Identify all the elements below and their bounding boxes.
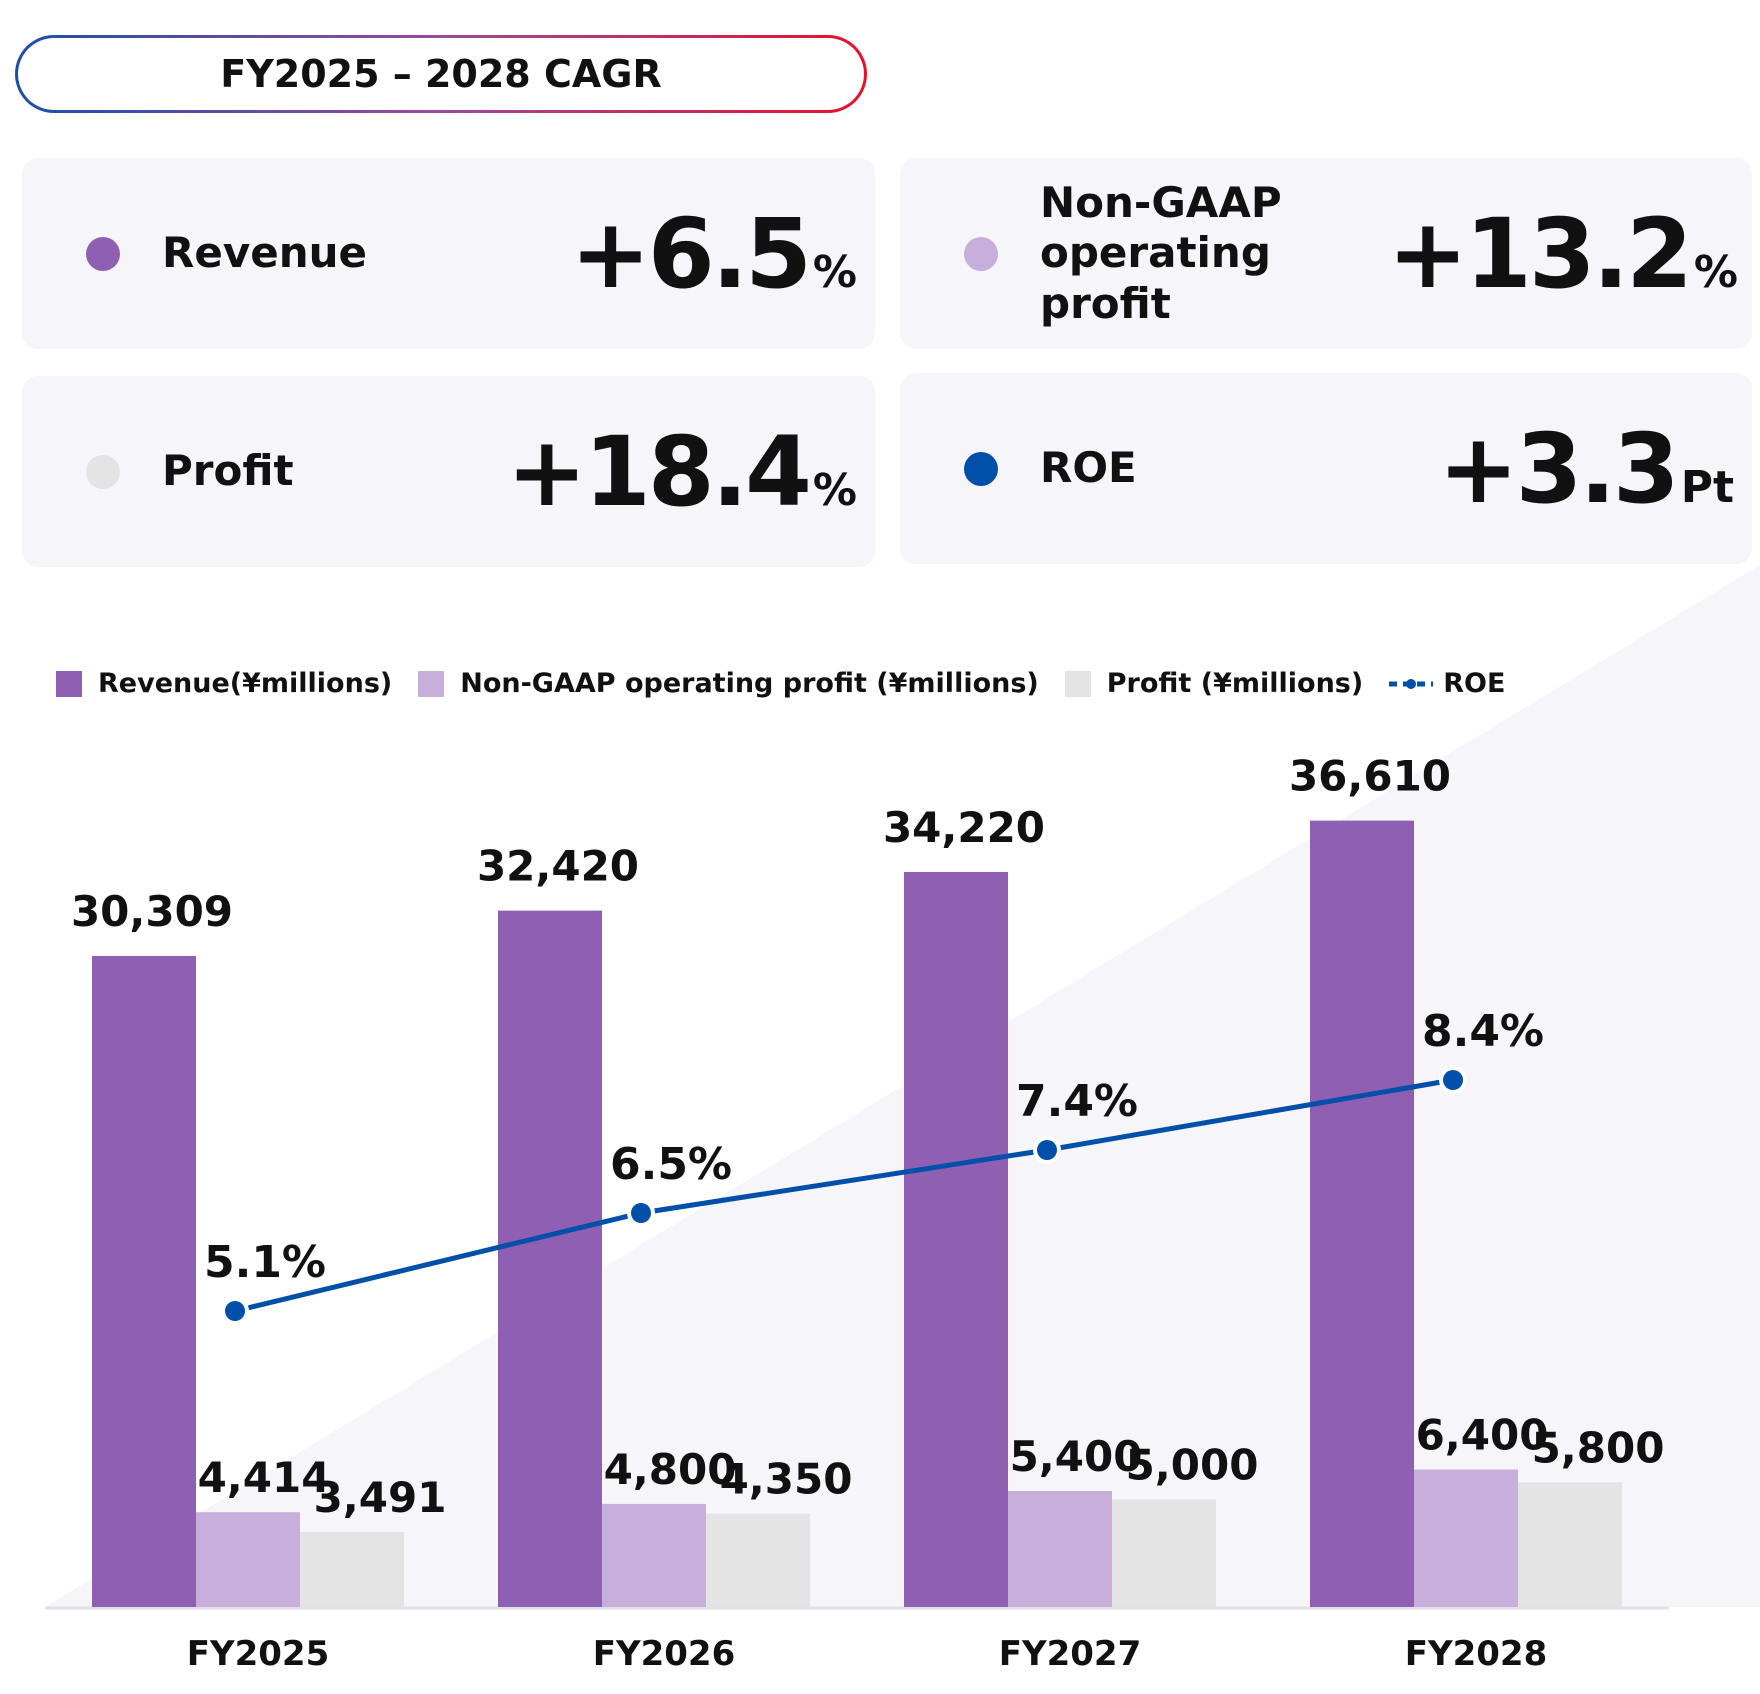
revenue-bar-label: 32,420 [477,842,639,891]
legend-item-roe: ROE [1389,668,1505,699]
non-gaap-bar [196,1512,300,1607]
card-value: +13.2% [1387,197,1738,310]
legend-swatch [1064,670,1091,697]
revenue-bar [904,871,1008,1607]
revenue-bar-label: 34,220 [883,803,1045,852]
cagr-title: FY2025 – 2028 CAGR [15,35,867,113]
roe-point [225,1301,245,1321]
x-tick-label: FY2026 [593,1634,735,1674]
card-non-gaap: Non-GAAP operating profit +13.2% [900,158,1752,349]
card-label: Revenue [162,228,367,278]
roe-label: 6.5% [610,1139,732,1190]
revenue-bar-label: 36,610 [1289,752,1451,801]
card-value: +18.4% [506,415,857,528]
profit-bar-label: 4,350 [720,1455,853,1504]
legend-line-dot-icon [1389,678,1434,689]
non-gaap-bar [602,1503,706,1607]
roe-dot-icon [964,451,998,486]
legend-item-revenue: Revenue(¥millions) [56,668,392,699]
x-tick-label: FY2025 [187,1634,329,1674]
profit-bar [300,1532,404,1607]
roe-label: 8.4% [1422,1006,1544,1057]
non-gaap-bar-label: 6,400 [1416,1411,1549,1460]
legend-swatch [418,670,445,697]
card-roe: ROE +3.3Pt [900,373,1752,564]
roe-label: 7.4% [1016,1076,1138,1127]
non-gaap-bar [1008,1491,1112,1607]
roe-label: 5.1% [204,1237,326,1288]
x-tick-label: FY2028 [1405,1634,1547,1674]
non-gaap-bar-label: 5,400 [1010,1432,1143,1481]
card-revenue: Revenue +6.5% [22,158,875,349]
roe-point [1037,1140,1057,1160]
non-gaap-dot-icon [964,236,998,271]
profit-bar [1112,1499,1216,1607]
non-gaap-bar-label: 4,414 [198,1453,331,1502]
profit-bar-label: 5,800 [1532,1423,1665,1472]
legend-item-profit: Profit (¥millions) [1064,668,1363,699]
roe-point [1443,1070,1463,1090]
profit-bar [706,1513,810,1607]
revenue-bar [92,955,196,1607]
legend-swatch [56,670,82,697]
card-value: +6.5% [570,197,857,310]
roe-point [631,1203,651,1223]
non-gaap-bar-label: 4,800 [604,1445,737,1494]
card-profit: Profit +18.4% [22,376,875,567]
revenue-bar [498,910,602,1607]
non-gaap-bar [1414,1469,1518,1607]
x-tick-label: FY2027 [999,1634,1141,1674]
profit-bar-label: 3,491 [314,1473,447,1522]
card-label: Non-GAAP operating profit [1040,177,1282,328]
card-label: Profit [162,446,294,496]
card-value: +3.3Pt [1438,412,1734,525]
profit-dot-icon [86,454,120,489]
revenue-bar [1310,820,1414,1607]
revenue-bar-label: 30,309 [71,887,233,936]
roe-line [234,1077,1454,1314]
card-label: ROE [1040,443,1137,493]
legend: Revenue(¥millions) Non-GAAP operating pr… [56,668,1531,699]
revenue-dot-icon [86,236,120,271]
profit-bar [1518,1482,1622,1607]
legend-item-non-gaap: Non-GAAP operating profit (¥millions) [418,668,1039,699]
profit-bar-label: 5,000 [1126,1441,1259,1490]
